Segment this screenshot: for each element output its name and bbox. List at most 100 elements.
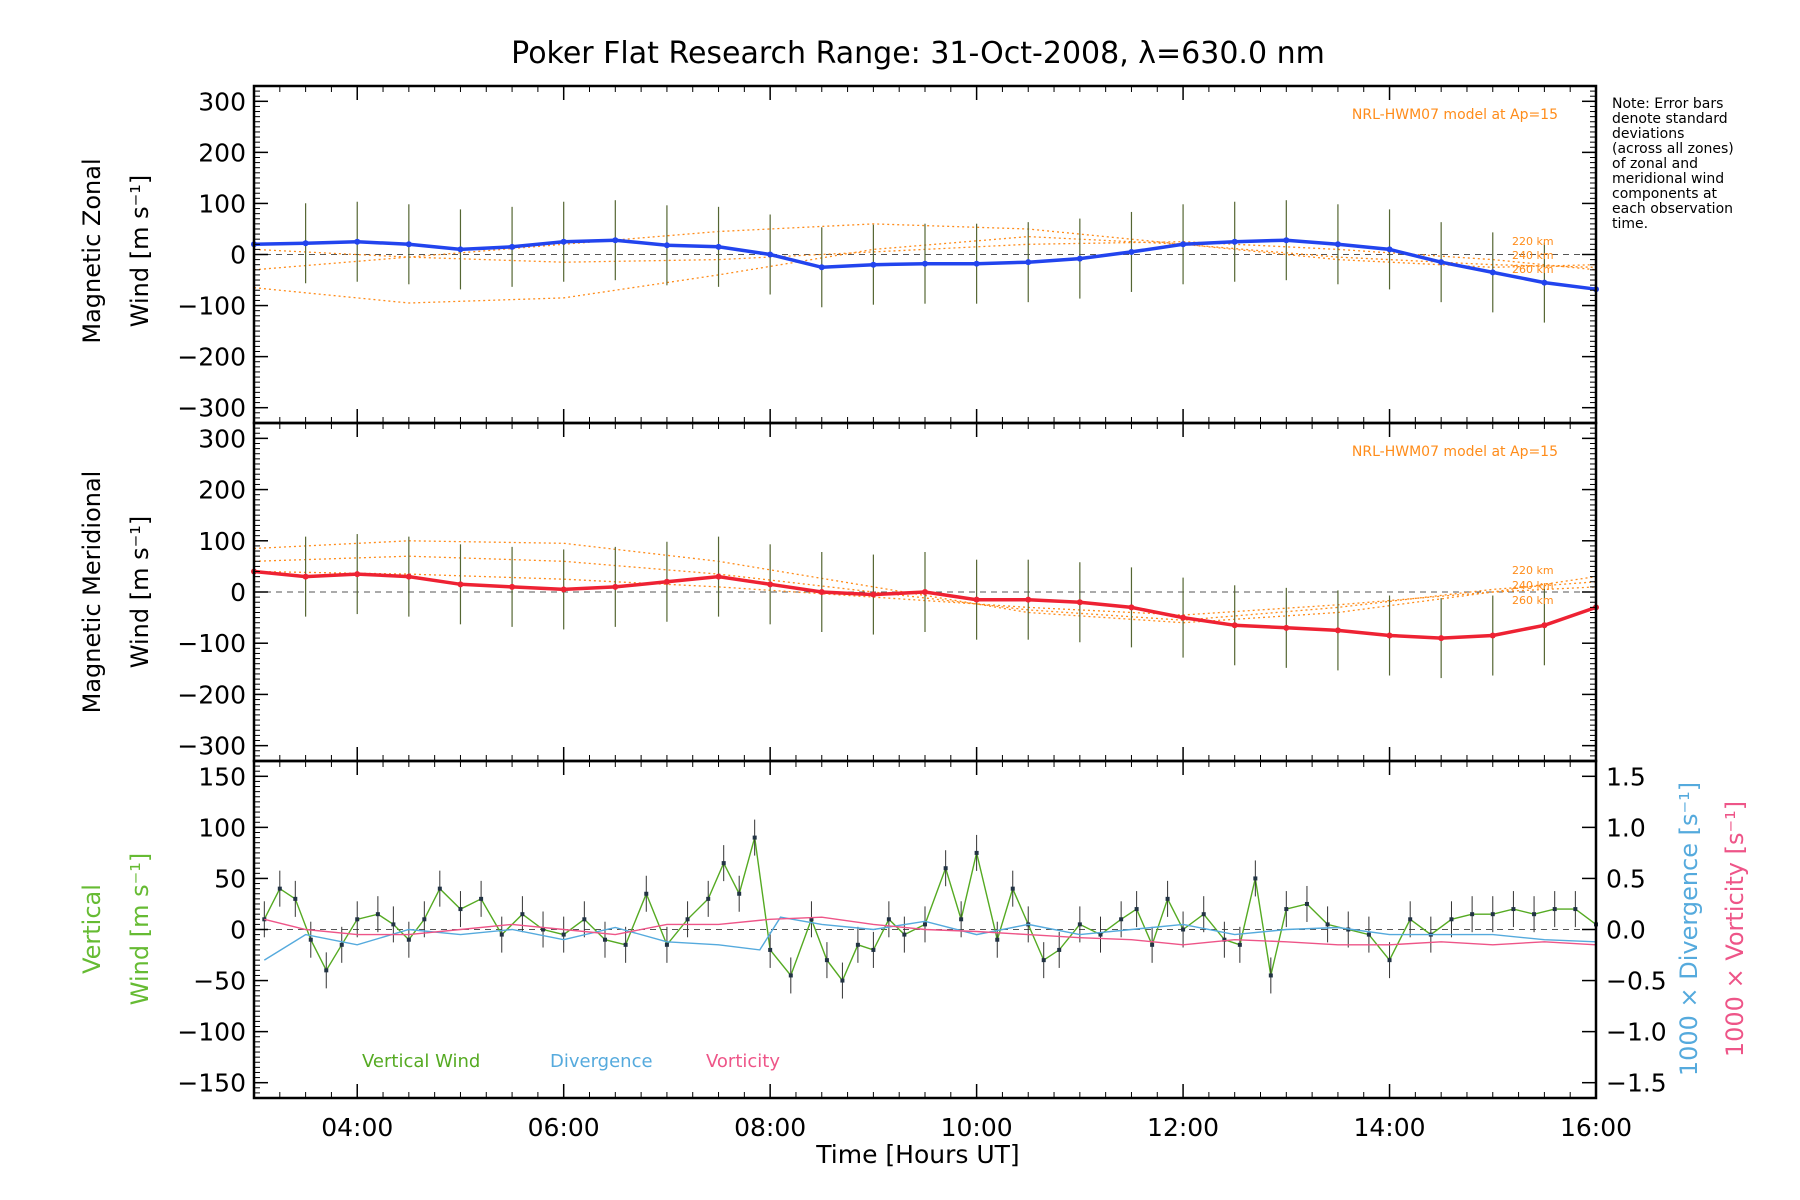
data-point-meridional xyxy=(1386,632,1393,639)
data-point-vertical xyxy=(809,917,814,922)
data-point-meridional xyxy=(509,583,516,590)
data-point-vertical xyxy=(959,917,964,922)
data-point-vertical xyxy=(1253,876,1258,881)
meridional-alt-label-240: 240 km xyxy=(1512,579,1554,592)
data-point-vertical xyxy=(824,958,829,963)
data-point-vertical xyxy=(339,942,344,947)
data-point-zonal xyxy=(1438,259,1445,266)
data-point-vertical xyxy=(277,886,282,891)
data-point-vertical xyxy=(1366,932,1371,937)
data-point-vertical xyxy=(1165,896,1170,901)
data-point-meridional xyxy=(1128,604,1135,611)
data-point-zonal xyxy=(973,260,980,267)
data-point-vertical xyxy=(1470,912,1475,917)
data-point-vertical xyxy=(520,912,525,917)
vertical-ylabel-line1: Vertical xyxy=(78,884,106,974)
data-point-vertical xyxy=(886,917,891,922)
data-point-meridional xyxy=(922,589,928,595)
data-point-vertical xyxy=(788,973,793,978)
data-point-meridional xyxy=(663,578,670,585)
data-point-zonal xyxy=(715,243,722,250)
data-point-vertical xyxy=(1532,912,1537,917)
data-point-vertical xyxy=(391,922,396,927)
y-tick-label-meridional: 200 xyxy=(198,476,246,505)
data-series xyxy=(251,200,1599,999)
note-line-6: meridional wind xyxy=(1612,171,1724,187)
model-curve-meridional-0 xyxy=(253,540,1597,624)
data-point-vertical xyxy=(923,922,927,927)
data-point-zonal xyxy=(302,240,309,247)
zonal-alt-label-240: 240 km xyxy=(1512,249,1554,262)
chart-title: Poker Flat Research Range: 31-Oct-2008, … xyxy=(511,36,1325,71)
x-tick-label: 04:00 xyxy=(321,1113,393,1142)
data-point-vertical xyxy=(721,861,726,866)
data-point-meridional xyxy=(1180,614,1187,621)
note-line-7: components at xyxy=(1612,186,1718,202)
data-point-vertical xyxy=(375,912,380,917)
y-tick-label-vertical: 100 xyxy=(198,813,246,842)
y-tick-label-meridional: 100 xyxy=(198,527,246,556)
zonal-model-label: NRL-HWM07 model at Ap=15 xyxy=(1352,107,1558,123)
data-point-vertical xyxy=(1490,912,1495,917)
y-tick-label-zonal: 200 xyxy=(198,138,246,167)
series-line-vorticity xyxy=(264,916,1597,946)
y-tick-label-vertical: −100 xyxy=(177,1018,246,1047)
data-point-zonal xyxy=(1283,237,1290,244)
y-tick-label-meridional: −300 xyxy=(177,732,246,761)
data-point-vertical xyxy=(1057,947,1062,952)
data-point-vertical xyxy=(623,942,628,947)
x-tick-label: 14:00 xyxy=(1354,1113,1426,1142)
data-point-vertical xyxy=(706,896,711,901)
data-point-meridional xyxy=(1438,635,1445,642)
y2-tick-label: 1.0 xyxy=(1606,813,1646,842)
data-point-meridional xyxy=(302,573,309,580)
data-point-vertical xyxy=(768,947,773,952)
y2-tick-label: 0.5 xyxy=(1606,864,1646,893)
x-tick-label: 10:00 xyxy=(941,1113,1013,1142)
y2-tick-label: −1.5 xyxy=(1606,1069,1667,1098)
data-point-meridional xyxy=(715,573,722,580)
data-point-vertical xyxy=(1222,937,1227,942)
data-point-zonal xyxy=(405,241,412,248)
axis-ticks: 3002001000−100−200−3003002001000−100−200… xyxy=(177,85,1667,1142)
data-point-vertical xyxy=(293,896,298,901)
data-point-meridional xyxy=(973,596,980,603)
data-point-zonal xyxy=(354,238,361,245)
data-point-vertical xyxy=(1325,922,1330,927)
y2-tick-label: −0.5 xyxy=(1606,967,1667,996)
note-line-8: each observation xyxy=(1612,201,1733,217)
note-line-4: (across all zones) xyxy=(1612,141,1734,157)
y-tick-label-vertical: −150 xyxy=(177,1069,246,1098)
y-tick-label-vertical: −50 xyxy=(193,967,246,996)
data-point-meridional xyxy=(405,573,412,580)
y-tick-label-zonal: −200 xyxy=(177,343,246,372)
data-point-vertical xyxy=(1408,917,1413,922)
y2-tick-label: −1.0 xyxy=(1606,1018,1667,1047)
note-line-1: Note: Error bars xyxy=(1612,96,1723,112)
data-point-vertical xyxy=(1134,907,1139,912)
data-point-vertical xyxy=(437,886,442,891)
data-point-zonal xyxy=(560,238,567,245)
legend-divergence: Divergence xyxy=(550,1051,653,1072)
data-point-vertical xyxy=(541,927,546,932)
data-point-zonal xyxy=(1334,241,1341,248)
data-point-zonal xyxy=(1025,259,1032,266)
model-curve-meridional-1 xyxy=(253,555,1597,621)
note-line-2: denote standard xyxy=(1612,111,1728,127)
zonal-ylabel-line1: Magnetic Zonal xyxy=(78,158,106,343)
meridional-alt-label-220: 220 km xyxy=(1512,564,1554,577)
y2-tick-label: 1.5 xyxy=(1606,762,1646,791)
data-point-meridional xyxy=(870,591,877,598)
data-point-vertical xyxy=(1304,901,1309,906)
data-point-vertical xyxy=(324,968,329,973)
data-point-zonal xyxy=(612,237,619,244)
data-point-zonal xyxy=(922,260,928,267)
meridional-model-label: NRL-HWM07 model at Ap=15 xyxy=(1352,444,1558,460)
data-point-vertical xyxy=(1268,973,1273,978)
x-axis-label: Time [Hours UT] xyxy=(815,1140,1019,1169)
y-tick-label-vertical: 0 xyxy=(230,916,246,945)
data-point-meridional xyxy=(1025,596,1032,603)
data-point-zonal xyxy=(1076,255,1083,262)
data-point-vertical xyxy=(1201,912,1206,917)
